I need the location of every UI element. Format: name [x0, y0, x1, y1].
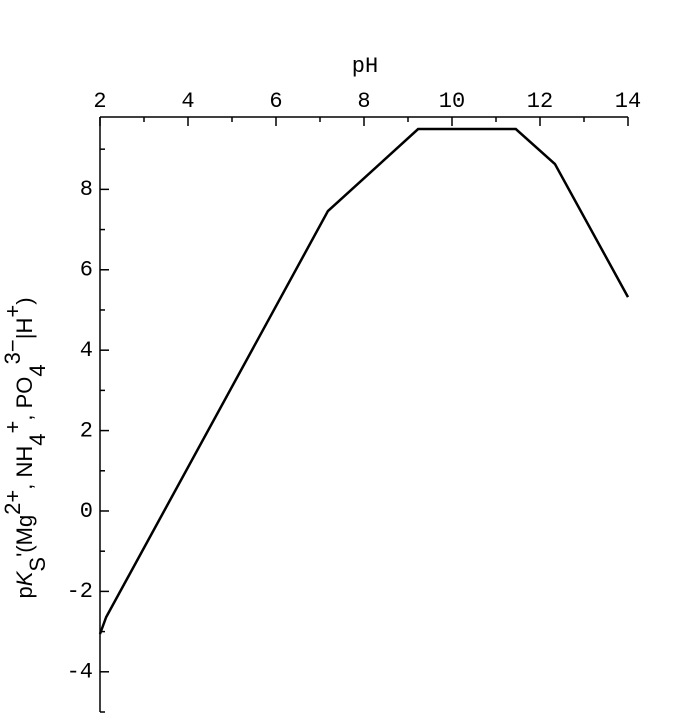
y-tick-label: -4: [67, 660, 93, 685]
y-label-part: , NH: [12, 446, 37, 490]
x-tick-label: 4: [181, 89, 194, 114]
x-tick-label: 2: [93, 89, 106, 114]
y-axis-label: pKS'(Mg2+, NH4+, PO43−|H+): [0, 297, 50, 598]
y-label-part: , PO: [12, 377, 37, 421]
y-label-part: '(Mg: [12, 515, 37, 557]
y-tick-label: 4: [80, 338, 93, 363]
y-label-part: S: [25, 557, 50, 572]
y-tick-label: 6: [80, 258, 93, 283]
y-label-part: p: [12, 586, 37, 598]
y-label-part: 4: [25, 364, 50, 376]
x-tick-label: 10: [439, 89, 465, 114]
x-tick-label: 12: [527, 89, 553, 114]
y-tick-label: 0: [80, 499, 93, 524]
x-tick-label: 6: [269, 89, 282, 114]
y-tick-label: -2: [67, 579, 93, 604]
y-label-part: |H: [12, 318, 37, 340]
x-tick-label: 14: [615, 89, 641, 114]
y-label-part: 4: [25, 433, 50, 445]
y-label-part: +: [0, 305, 25, 318]
x-tick-label: 8: [357, 89, 370, 114]
data-line: [98, 127, 630, 635]
y-label-part: +: [0, 421, 25, 434]
y-label-part: K: [12, 570, 37, 586]
x-axis-label: pH: [352, 54, 378, 79]
y-label-part: ): [12, 297, 37, 304]
y-label-part: 3−: [0, 339, 25, 364]
y-tick-label: 8: [80, 177, 93, 202]
y-label-part: 2+: [0, 490, 25, 515]
y-tick-label: 2: [80, 418, 93, 443]
